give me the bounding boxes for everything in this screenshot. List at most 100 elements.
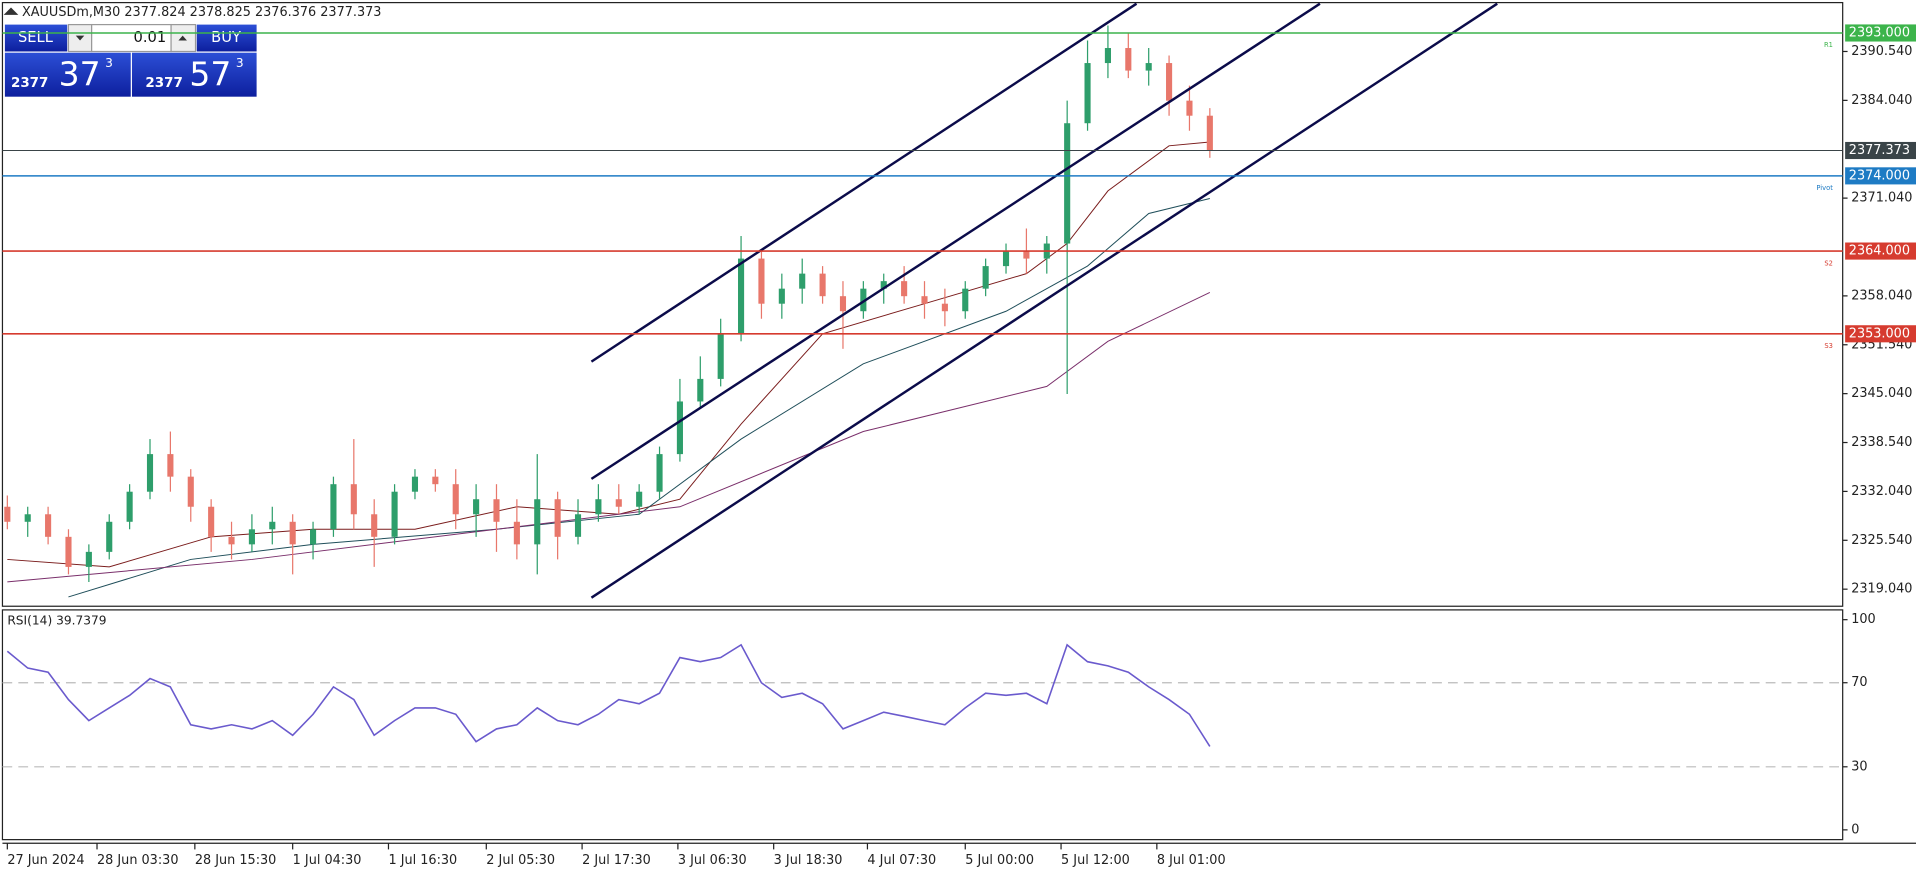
candle-body — [187, 476, 194, 507]
sell-price-pips: 37 — [59, 54, 101, 93]
candle-body — [880, 281, 887, 289]
candle-body — [1145, 63, 1152, 71]
x-tick-label: 4 Jul 07:30 — [867, 853, 936, 868]
collapse-icon[interactable] — [3, 7, 19, 15]
level-tag: R1 — [1824, 41, 1833, 49]
candle-body — [269, 521, 276, 530]
x-tick-label: 2 Jul 05:30 — [486, 853, 555, 868]
candle-body — [310, 529, 317, 545]
candle-body — [106, 521, 113, 552]
y-tick-label: 2390.540 — [1851, 44, 1912, 59]
level-label: 2393.000 — [1849, 25, 1910, 40]
candle-body — [615, 499, 622, 507]
buy-price-pips: 57 — [189, 54, 231, 93]
candle-body — [717, 333, 724, 379]
candle-body — [1023, 251, 1030, 259]
level-label: 2353.000 — [1849, 326, 1910, 341]
rsi-line — [6, 643, 1211, 747]
level-label: 2377.373 — [1849, 143, 1910, 158]
x-tick-label: 3 Jul 18:30 — [774, 853, 843, 868]
level-label-box — [1845, 325, 1916, 343]
level-label-box — [1845, 24, 1916, 42]
candle-body — [1186, 100, 1193, 116]
y-tick-label: 2345.040 — [1851, 386, 1912, 401]
level-tag: Pivot — [1816, 184, 1833, 192]
level-label-box — [1845, 242, 1916, 260]
candle-body — [371, 514, 378, 537]
candle-body — [146, 454, 154, 492]
sell-button[interactable] — [4, 24, 68, 52]
candle-body — [839, 296, 847, 312]
x-tick-label: 3 Jul 06:30 — [678, 853, 747, 868]
volume[interactable]: 0.01 — [134, 29, 167, 46]
buy-price-point: 3 — [236, 56, 244, 70]
x-tick-label: 8 Jul 01:00 — [1157, 853, 1226, 868]
rsi-tick-label: 100 — [1851, 612, 1875, 627]
x-tick-label: 1 Jul 16:30 — [388, 853, 457, 868]
trade-panel: SELL 0.01 BUY 2377 37 3 2377 57 3 — [4, 23, 257, 97]
candle-body — [1084, 63, 1091, 124]
candle-body — [1206, 115, 1213, 151]
x-tick-label: 28 Jun 03:30 — [97, 853, 179, 868]
trend-channel-line — [590, 2, 1138, 363]
y-tick-label: 2332.040 — [1851, 484, 1912, 499]
candle-body — [1166, 63, 1173, 101]
buy-label[interactable]: BUY — [211, 29, 241, 46]
candle-body — [799, 273, 806, 289]
candle-body — [554, 499, 561, 537]
candle-body — [1104, 48, 1111, 64]
buy-price-box[interactable] — [131, 52, 257, 97]
level-tag: S2 — [1824, 259, 1833, 267]
candle-body — [758, 258, 765, 304]
y-tick-label: 2319.040 — [1851, 582, 1912, 597]
candle-body — [921, 296, 928, 304]
sell-price-box[interactable] — [4, 52, 131, 97]
y-tick-label: 2358.040 — [1851, 288, 1912, 303]
candle-body — [4, 506, 11, 522]
down-arrow — [75, 35, 85, 41]
rsi-tick-label: 70 — [1851, 675, 1867, 690]
candle-body — [534, 499, 541, 545]
sell-price-head: 2377 — [11, 76, 48, 91]
candle-body — [941, 303, 948, 312]
rsi-title: RSI(14) 39.7379 — [7, 613, 106, 627]
buy-button[interactable] — [196, 24, 257, 52]
candle-body — [513, 521, 520, 545]
level-tag: S3 — [1824, 342, 1833, 350]
y-tick-label: 2338.540 — [1851, 435, 1912, 450]
y-tick-label: 2371.040 — [1851, 191, 1912, 206]
candle-body — [391, 491, 398, 537]
candle-body — [411, 476, 419, 492]
trend-channel-line — [590, 2, 1321, 480]
candle-body — [656, 454, 663, 492]
level-label: 2374.000 — [1849, 168, 1910, 183]
candle-body — [65, 536, 72, 567]
candle-body — [24, 514, 31, 522]
candle-body — [697, 378, 704, 402]
candle-body — [85, 551, 92, 567]
moving-average — [68, 198, 1210, 598]
sell-label[interactable]: SELL — [18, 29, 54, 46]
volume-input[interactable] — [91, 23, 172, 53]
rsi-tick-label: 30 — [1851, 759, 1867, 774]
candle-body — [45, 514, 52, 537]
trend-channel-line — [590, 2, 1498, 599]
candle-body — [493, 499, 500, 522]
chart-title: XAUUSDm,M30 2377.824 2378.825 2376.376 2… — [22, 5, 381, 20]
main-frame — [1, 1, 1844, 607]
y-tick-label: 2384.040 — [1851, 93, 1912, 108]
candle-body — [473, 499, 480, 515]
up-arrow — [178, 35, 187, 41]
candle-body — [1002, 251, 1010, 267]
candle-body — [676, 401, 683, 455]
x-tick-label: 5 Jul 00:00 — [965, 853, 1034, 868]
candle-body — [962, 288, 969, 312]
candle-body — [289, 521, 296, 545]
candle-body — [738, 258, 745, 334]
rsi-frame — [1, 609, 1844, 841]
candle-body — [901, 281, 908, 297]
candle-body — [595, 499, 602, 515]
